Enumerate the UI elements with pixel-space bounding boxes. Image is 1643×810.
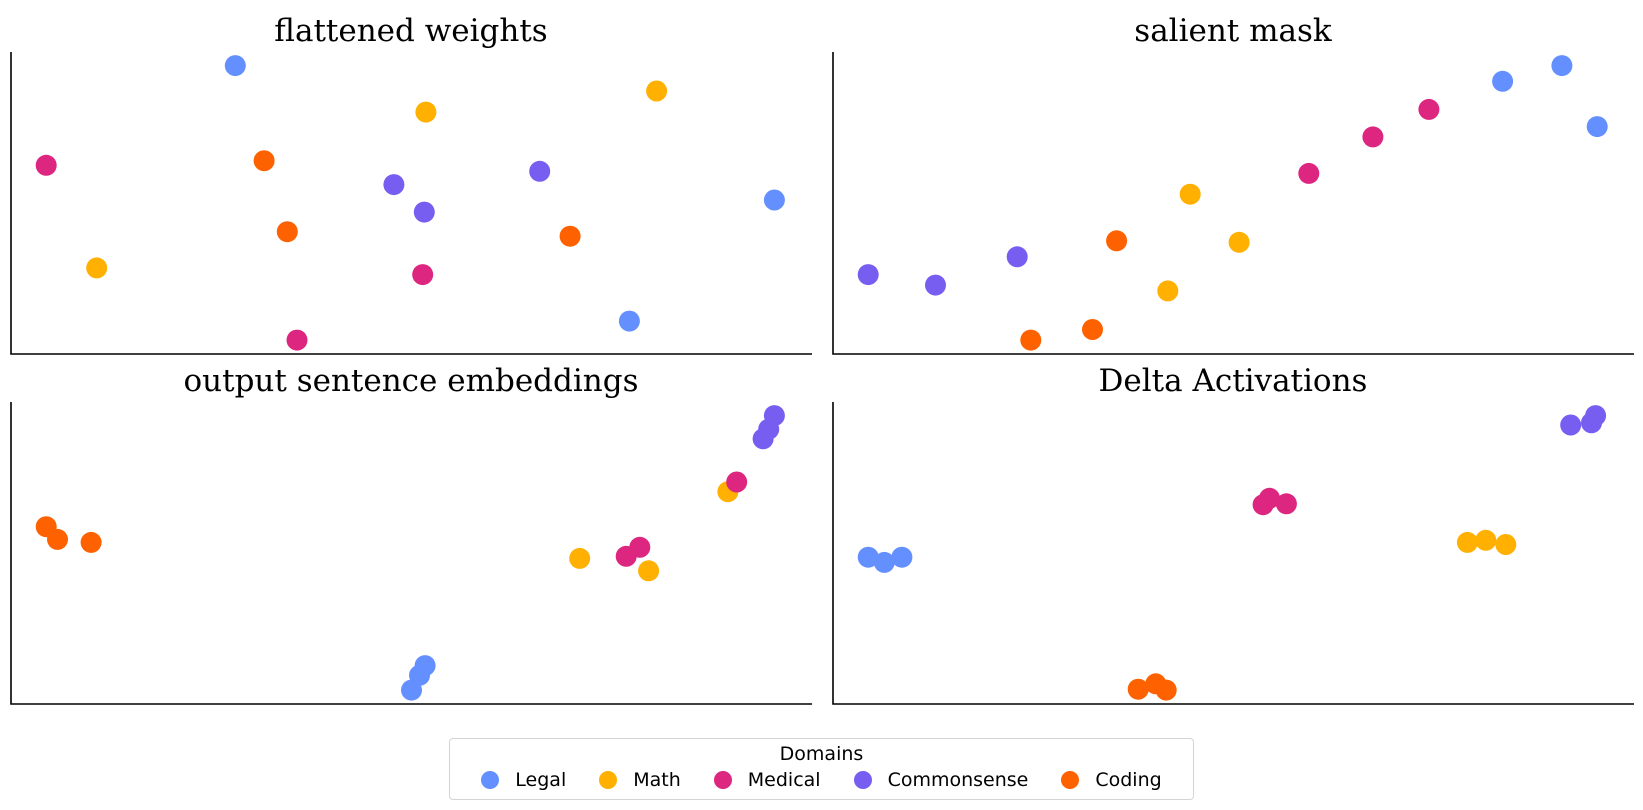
legend-marker-coding [1061,771,1080,789]
legend-item-math: Math [599,769,681,791]
point-medical [1418,98,1440,120]
point-math [1475,529,1497,551]
legend-marker-math [599,771,618,789]
panel-title: flattened weights [274,13,547,49]
point-medical [629,536,651,558]
scatter-points [857,55,1608,351]
point-medical [1275,493,1297,515]
point-commonsense [1560,414,1582,436]
point-coding [253,150,275,172]
point-legal [224,55,246,77]
point-legal [873,551,895,573]
point-legal [1551,55,1573,77]
point-medical [412,264,434,286]
legend-label: Legal [515,769,567,791]
point-commonsense [752,428,774,450]
point-legal [1586,116,1608,138]
legend-item-coding: Coding [1061,769,1162,791]
point-medical [1259,487,1280,509]
point-coding [559,225,581,247]
panel-axes [832,402,1634,705]
point-coding [80,531,102,553]
point-coding [1127,678,1149,700]
point-commonsense [857,264,879,286]
panel-axes [10,402,812,705]
point-coding [276,221,298,243]
legend-marker-medical [713,771,732,789]
legend-label: Commonsense [887,769,1029,791]
legend-item-commonsense: Commonsense [853,769,1029,791]
legend-label: Coding [1095,769,1162,791]
point-math [86,257,108,279]
point-legal [1492,70,1514,92]
point-commonsense [1006,246,1028,268]
point-medical [1298,162,1320,184]
point-medical [286,329,308,351]
point-coding [1106,230,1128,252]
point-math [638,560,660,582]
panel-title: Delta Activations [1099,363,1368,399]
point-math [646,80,668,102]
point-math [569,547,591,569]
legend-item-legal: Legal [481,769,566,791]
point-math [1157,280,1179,302]
legend-items: Legal Math Medical Commonsense Coding [450,769,1193,791]
point-math [415,101,437,123]
point-commonsense [413,201,435,223]
panel-salient-mask: salient mask [832,13,1634,355]
point-medical [726,471,748,493]
panel-output-sentence-embeddings: output sentence embeddings [10,363,812,705]
point-math [1456,531,1478,553]
point-commonsense [925,274,946,296]
legend-marker-legal [481,771,500,789]
point-commonsense [1585,405,1607,427]
point-coding [1082,319,1103,340]
legend-label: Math [633,769,681,791]
legend-title: Domains [779,743,864,765]
panel-delta-activations: Delta Activations [832,363,1634,705]
legend-label: Medical [747,769,821,791]
point-medical [35,154,57,176]
point-commonsense [383,174,405,196]
panel-axes [832,52,1634,355]
panel-flattened-weights: flattened weights [10,13,812,355]
point-legal [618,310,640,332]
point-coding [1020,329,1042,351]
legend-marker-commonsense [853,771,872,789]
panel-title: salient mask [1134,13,1332,49]
scatter-points [35,55,785,351]
legend: Domains Legal Math Medical Commonsense C… [449,738,1194,800]
point-medical [1362,126,1384,148]
point-legal [857,546,879,568]
point-math [1179,183,1201,205]
panel-axes [10,52,812,355]
point-legal [763,189,785,211]
point-coding [47,528,68,550]
point-math [1495,534,1517,555]
point-coding [1155,679,1177,701]
point-legal [401,679,422,701]
scatter-points [35,405,785,701]
scatter-points [857,405,1607,701]
point-math [1228,231,1250,253]
point-commonsense [529,160,551,182]
legend-item-medical: Medical [713,769,821,791]
panel-title: output sentence embeddings [183,363,638,399]
point-legal [891,546,913,568]
